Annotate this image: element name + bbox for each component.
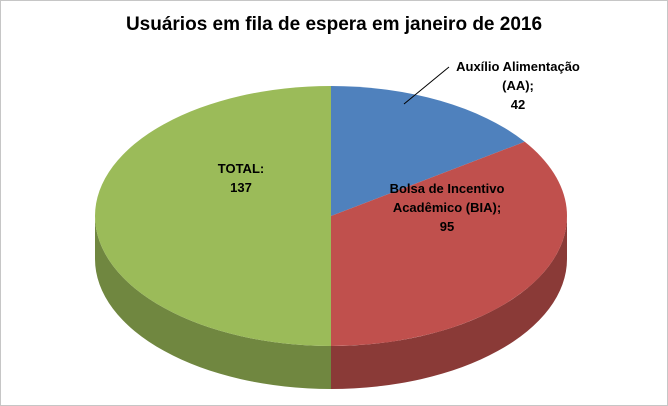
label-leader-line (403, 66, 450, 105)
pie-slice-side (95, 216, 331, 389)
chart-title: Usuários em fila de espera em janeiro de… (125, 14, 543, 35)
pie-slice (331, 141, 567, 346)
pie-slice (331, 86, 525, 216)
slice-label: TOTAL: 137 (218, 161, 264, 195)
pie-slice-side (331, 216, 567, 389)
slice-label: Bolsa de Incentivo Acadêmico (BIA); 95 (390, 181, 505, 234)
slice-label: Auxílio Alimentação (AA); 42 (456, 59, 580, 112)
pie-slice (95, 86, 331, 346)
